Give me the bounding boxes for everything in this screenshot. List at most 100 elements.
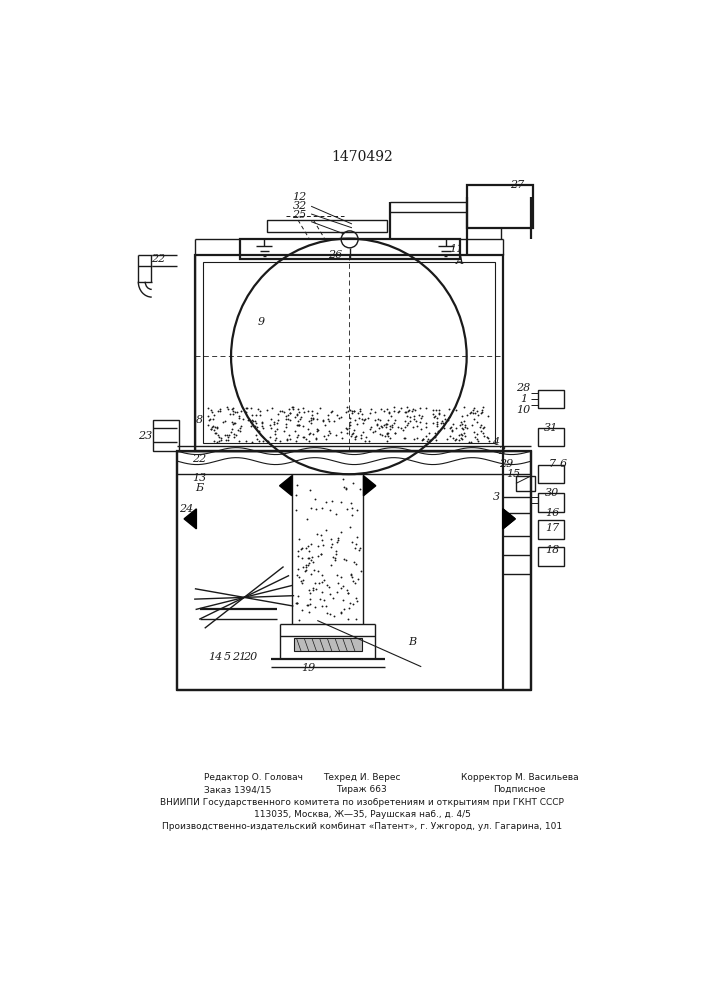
- Point: [222, 432, 233, 448]
- Point: [270, 430, 281, 446]
- Point: [351, 536, 362, 552]
- Point: [293, 588, 304, 604]
- Point: [472, 433, 484, 449]
- Point: [214, 403, 225, 419]
- Point: [296, 550, 308, 566]
- Point: [430, 429, 441, 445]
- Point: [228, 416, 239, 432]
- Point: [303, 433, 314, 449]
- Point: [349, 429, 361, 445]
- Point: [332, 534, 343, 550]
- Point: [337, 471, 349, 487]
- Point: [223, 429, 234, 445]
- Point: [306, 566, 317, 582]
- Point: [347, 596, 358, 612]
- Point: [247, 407, 258, 423]
- Point: [312, 548, 323, 564]
- Point: [382, 428, 394, 444]
- Point: [281, 416, 292, 432]
- Point: [349, 540, 361, 556]
- Text: 19: 19: [301, 663, 315, 673]
- Point: [251, 419, 262, 435]
- Text: 3: 3: [492, 492, 499, 502]
- Point: [349, 422, 360, 438]
- Text: 22: 22: [192, 454, 206, 464]
- Bar: [177, 451, 532, 690]
- Point: [388, 403, 399, 419]
- Point: [431, 410, 443, 426]
- Point: [320, 598, 332, 614]
- Point: [262, 402, 273, 418]
- Point: [384, 404, 395, 420]
- Point: [370, 412, 381, 428]
- Text: 1: 1: [520, 394, 527, 404]
- Point: [467, 405, 479, 421]
- Point: [384, 418, 395, 434]
- Point: [321, 605, 332, 621]
- Point: [308, 411, 319, 427]
- Text: 31: 31: [544, 423, 558, 433]
- Point: [348, 554, 359, 570]
- Point: [307, 403, 318, 419]
- Point: [418, 431, 429, 447]
- Text: ВНИИПИ Государственного комитета по изобретениям и открытиям при ГКНТ СССР: ВНИИПИ Государственного комитета по изоб…: [160, 798, 564, 807]
- Text: Редактор О. Головач: Редактор О. Головач: [204, 773, 303, 782]
- Point: [210, 419, 221, 435]
- Point: [414, 414, 426, 430]
- Point: [254, 407, 265, 423]
- Point: [437, 415, 448, 431]
- Point: [448, 430, 459, 446]
- Text: 6: 6: [560, 459, 567, 469]
- Text: 28: 28: [517, 383, 531, 393]
- Point: [326, 403, 337, 419]
- Point: [363, 410, 374, 426]
- Point: [350, 611, 361, 627]
- Point: [307, 549, 318, 565]
- Point: [397, 422, 409, 438]
- Point: [228, 406, 239, 422]
- Point: [271, 421, 283, 437]
- Point: [435, 415, 446, 431]
- Point: [315, 400, 326, 416]
- Point: [296, 575, 308, 591]
- Point: [342, 403, 354, 419]
- Text: 7: 7: [549, 459, 556, 469]
- Point: [469, 405, 480, 421]
- Point: [369, 404, 380, 420]
- Point: [332, 532, 344, 548]
- Point: [401, 408, 412, 424]
- Point: [245, 414, 257, 430]
- Point: [336, 409, 347, 425]
- Point: [274, 433, 286, 449]
- Point: [388, 399, 399, 415]
- Polygon shape: [184, 509, 197, 529]
- Point: [303, 582, 315, 598]
- Point: [308, 582, 319, 598]
- Point: [338, 479, 349, 495]
- Point: [276, 403, 288, 419]
- Point: [228, 415, 240, 431]
- Point: [280, 411, 291, 427]
- Point: [315, 546, 327, 562]
- Text: Техред И. Верес: Техред И. Верес: [323, 773, 401, 782]
- Point: [300, 559, 312, 575]
- Point: [310, 491, 321, 507]
- Point: [311, 423, 322, 439]
- Text: 15: 15: [506, 469, 521, 479]
- Point: [474, 419, 486, 435]
- Point: [356, 427, 367, 443]
- Point: [451, 420, 462, 436]
- Point: [250, 418, 261, 434]
- Point: [421, 415, 432, 431]
- Point: [253, 433, 264, 449]
- Point: [237, 411, 248, 427]
- Point: [462, 420, 473, 436]
- Point: [375, 412, 386, 428]
- Text: 5: 5: [223, 652, 230, 662]
- Point: [356, 406, 368, 422]
- Point: [457, 421, 469, 437]
- Point: [399, 419, 411, 435]
- Point: [355, 401, 366, 417]
- Point: [387, 417, 398, 433]
- Point: [332, 575, 344, 591]
